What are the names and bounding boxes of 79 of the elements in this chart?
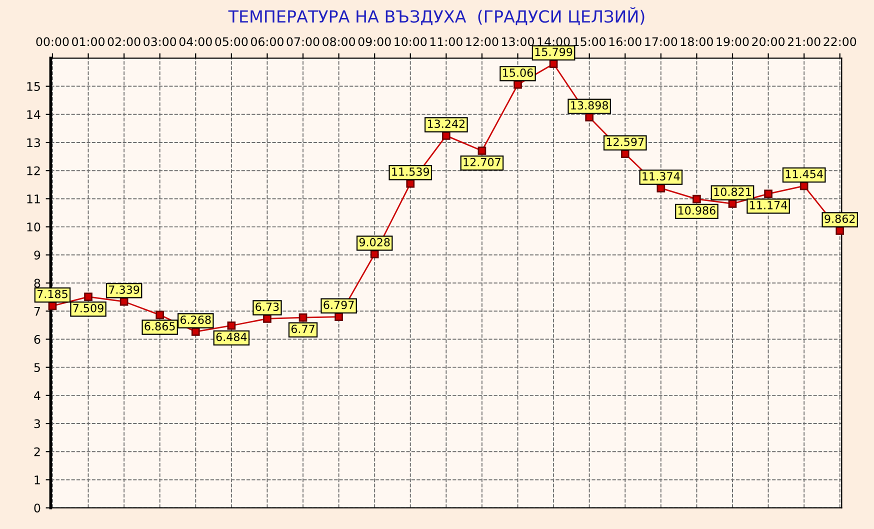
x-tick-label: 11:00	[430, 37, 462, 46]
x-tick-label: 10:00	[394, 37, 427, 46]
x-tick-label: 06:00	[250, 37, 284, 46]
chart-title: ТЕМПЕРАТУРА НА ВЪЗДУХА (ГРАДУСИ ЦЕЛЗИЙ)	[228, 7, 644, 26]
data-label: 10.821	[714, 188, 751, 196]
point	[84, 292, 92, 301]
y-tick-label: 11	[27, 194, 40, 204]
point	[836, 226, 844, 235]
point	[191, 328, 200, 336]
y-tick-label: 13	[27, 138, 40, 148]
x-tick-label: 13:00	[502, 37, 534, 46]
point	[298, 313, 308, 322]
point	[263, 314, 272, 323]
data-label: 11.539	[392, 167, 430, 176]
point	[334, 312, 343, 321]
y-tick-label: 3	[34, 419, 40, 428]
x-tick-label: 20:00	[752, 37, 785, 46]
data-label: 11.374	[642, 172, 680, 180]
y-tick-label: 9	[34, 250, 40, 260]
x-tick-label: 16:00	[609, 37, 642, 46]
y-tick-label: 8	[34, 278, 40, 288]
x-tick-label: 01:00	[72, 37, 104, 46]
x-tick-label: 03:00	[144, 37, 176, 46]
point	[227, 321, 236, 330]
point	[514, 80, 522, 89]
point	[370, 250, 379, 258]
x-tick-label: 12:00	[466, 37, 498, 46]
y-tick-label: 0	[34, 504, 40, 512]
data-label: 9.028	[359, 238, 390, 246]
data-label: 9.862	[824, 214, 855, 223]
y-tick-label: 6	[34, 334, 40, 344]
data-label: 6.865	[144, 322, 175, 330]
data-label: 7.509	[73, 304, 104, 312]
data-label: 13.898	[571, 101, 608, 110]
data-label: 6.484	[216, 332, 247, 342]
point	[620, 150, 630, 158]
data-label: 11.174	[750, 201, 788, 210]
data-label: 15.06	[503, 68, 533, 77]
x-tick-label: 22:00	[824, 37, 856, 46]
y-tick-label: 5	[34, 363, 40, 372]
data-label: 13.242	[428, 120, 465, 128]
x-tick-label: 18:00	[680, 37, 713, 46]
point	[406, 179, 415, 188]
x-tick-label: 19:00	[716, 37, 749, 46]
data-label: 6.797	[324, 300, 354, 310]
x-tick-label: 17:00	[645, 37, 678, 46]
data-label: 7.185	[37, 290, 68, 298]
data-label: 7.339	[109, 285, 140, 294]
x-tick-label: 05:00	[215, 37, 248, 46]
data-label: 10.986	[678, 206, 716, 215]
y-tick-label: 1	[34, 476, 40, 484]
x-tick-label: 07:00	[286, 37, 320, 46]
y-tick-label: 10	[27, 222, 40, 232]
x-tick-label: 09:00	[358, 37, 391, 46]
x-tick-label: 00:00	[36, 37, 69, 46]
x-tick-label: 08:00	[322, 37, 356, 46]
y-tick-label: 15	[27, 82, 40, 91]
data-label: 12.597	[606, 138, 644, 146]
point	[478, 146, 486, 155]
data-label: 12.707	[464, 158, 500, 166]
point	[764, 190, 772, 198]
data-label: 6.77	[291, 324, 314, 334]
data-label: 6.73	[256, 302, 279, 311]
y-tick-label: 12	[27, 166, 40, 176]
data-label: 11.454	[786, 170, 823, 178]
point	[156, 310, 164, 320]
point	[585, 113, 594, 122]
x-tick-label: 04:00	[179, 37, 212, 46]
y-tick-label: 14	[27, 110, 40, 119]
data-label: 6.268	[180, 316, 211, 324]
y-tick-label: 2	[34, 447, 40, 456]
data-label: 15.799	[535, 48, 572, 56]
point	[442, 132, 450, 140]
y-tick-label: 4	[34, 391, 40, 400]
x-tick-label: 21:00	[788, 37, 820, 46]
x-tick-label: 02:00	[108, 37, 140, 46]
point	[692, 194, 701, 204]
x-tick-label: 15:00	[574, 37, 606, 46]
y-tick-label: 7	[34, 306, 40, 316]
